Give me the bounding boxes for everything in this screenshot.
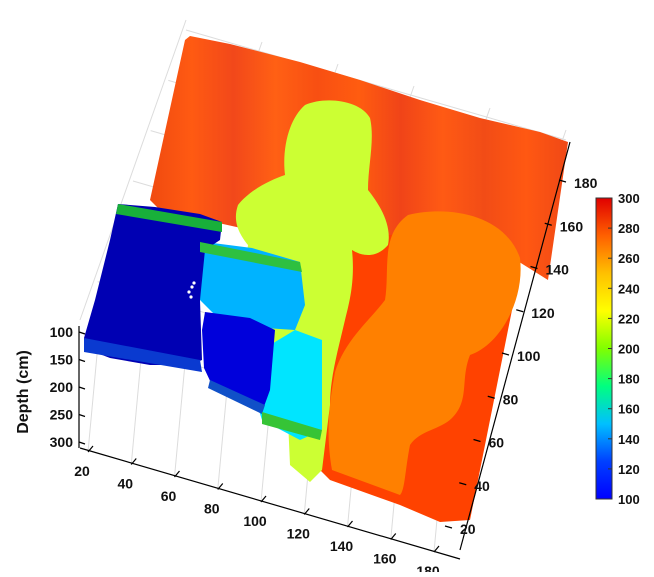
colorbar-tick-label: 240 [618,281,640,296]
y-tick-mark [516,309,524,313]
x-tick-label: 160 [373,551,397,567]
near-step-front-face [208,380,265,414]
missing-data-speck [187,290,191,294]
middle-block-top-edge [200,242,302,272]
y-tick-mark [558,179,567,183]
lower-block-front-face [262,412,322,440]
y-tick-label: 60 [489,435,505,451]
y-axis-line [459,141,571,551]
x-tick-mark [87,445,94,453]
x-tick-label: 40 [117,476,133,492]
near-box-front-face [84,338,202,372]
y-tick-label: 160 [560,218,584,234]
colorbar-tick-label: 200 [618,342,640,357]
x-tick-mark [217,483,224,490]
y-tick-label: 80 [503,391,519,407]
colorbar-tick-label: 160 [618,402,640,417]
x-tick-label: 60 [161,488,177,504]
near-blue-box [84,204,222,365]
x-tick-mark [303,508,310,515]
colorbar-tick-label: 120 [618,462,640,477]
y-tick-mark [501,352,510,356]
y-tick-label: 140 [546,262,570,278]
x-tick-mark [390,533,397,540]
colorbar-tick-label: 220 [618,311,640,326]
colorbar: 100 120 140 160 180 200 220 240 260 280 300 [595,191,640,507]
depth-surface [84,36,568,522]
z-tick-mark [78,331,86,335]
x-tick-mark [433,545,440,553]
y-axis-ticks: 20 40 60 80 100 120 140 160 180 [444,175,598,537]
x-tick-label: 80 [204,501,220,517]
y-tick-label: 180 [574,175,598,191]
x-tick-label: 140 [330,538,354,554]
y-tick-label: 120 [531,305,555,321]
z-tick-label: 100 [50,324,74,340]
x-axis-line [79,447,461,560]
z-axis-ticks: 100 150 200 250 300 [50,324,86,450]
z-tick-label: 250 [50,407,74,423]
colorbar-ticks: 100 120 140 160 180 200 220 240 260 280 300 [608,191,640,507]
z-tick-mark [78,413,86,418]
missing-data-speck [189,295,193,299]
colorbar-tick-label: 180 [618,372,640,387]
x-axis-ticks: 20 40 60 80 100 120 140 160 180 [74,445,440,577]
z-tick-label: 200 [50,379,74,395]
seated-person-surface [328,211,521,495]
x-tick-label: 20 [74,463,90,479]
missing-data-speck [190,285,194,289]
z-tick-label: 300 [50,434,74,450]
colorbar-tick-label: 300 [618,191,640,206]
y-tick-mark [459,482,467,486]
z-tick-mark [78,441,86,445]
standing-person-surface [235,100,389,483]
y-tick-mark [473,438,481,443]
colorbar-tick-label: 260 [618,251,640,266]
y-tick-label: 20 [460,521,476,537]
colorbar-tick-label: 100 [618,492,640,507]
x-tick-mark [130,458,137,465]
colorbar-tick-label: 140 [618,432,640,447]
y-tick-mark [444,525,453,529]
missing-data-speck [192,281,196,285]
x-tick-mark [347,520,353,528]
z-tick-mark [78,386,86,390]
y-tick-mark [487,395,495,399]
y-tick-label: 40 [474,478,490,494]
y-tick-label: 100 [517,348,541,364]
y-tick-mark [530,265,538,270]
x-tick-mark [260,495,267,503]
y-tick-mark [544,222,552,226]
x-tick-mark [174,470,180,478]
z-tick-label: 150 [50,352,74,368]
x-tick-label: 120 [287,526,311,542]
colorbar-tick-label: 280 [618,221,640,236]
x-tick-label: 100 [243,513,267,529]
near-box-top-edge [116,204,222,232]
x-tick-label: 180 [416,563,440,572]
z-axis-label: Depth (cm) [15,350,32,434]
z-tick-mark [78,358,86,363]
